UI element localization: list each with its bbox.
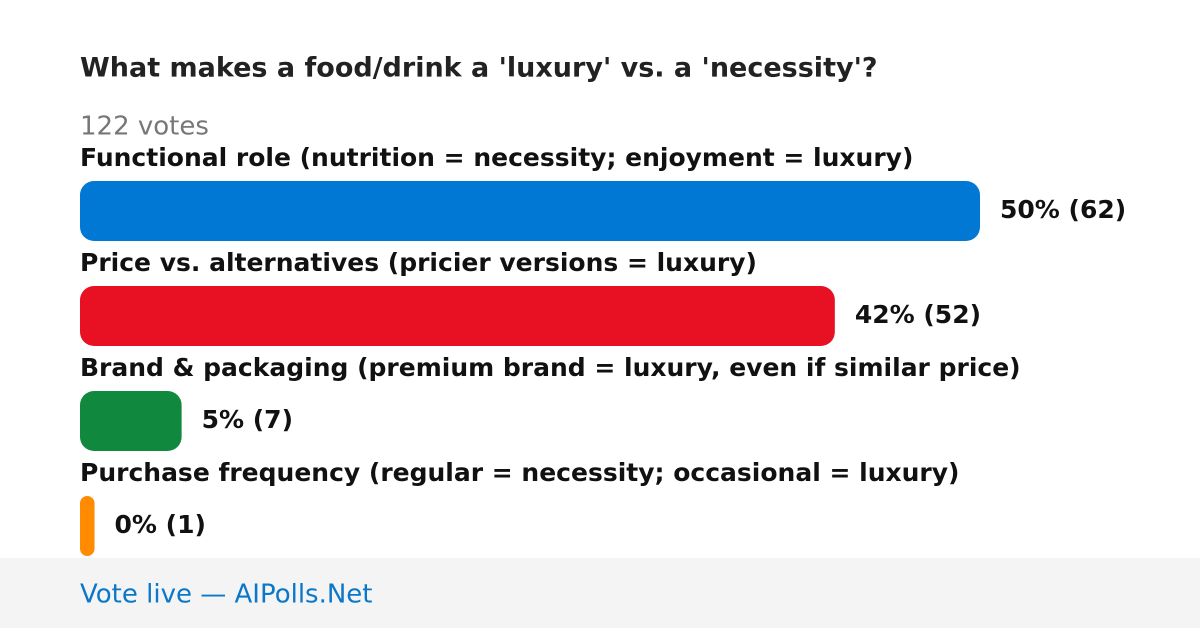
- footer-link[interactable]: Vote live — AIPolls.Net: [80, 580, 373, 610]
- value-label: 42% (52): [855, 300, 981, 329]
- value-label: 0% (1): [115, 510, 206, 539]
- bar: [80, 286, 835, 346]
- value-label: 5% (7): [202, 405, 293, 434]
- option-label: Brand & packaging (premium brand = luxur…: [80, 353, 1021, 382]
- value-label: 50% (62): [1000, 195, 1126, 224]
- vote-count: 122 votes: [80, 112, 209, 142]
- footer-band: [0, 558, 1200, 628]
- bar: [80, 391, 182, 451]
- option-label: Purchase frequency (regular = necessity;…: [80, 458, 959, 487]
- option-label: Price vs. alternatives (pricier versions…: [80, 248, 757, 277]
- bar: [80, 181, 980, 241]
- bar: [80, 496, 95, 556]
- poll-title: What makes a food/drink a 'luxury' vs. a…: [80, 53, 878, 84]
- option-label: Functional role (nutrition = necessity; …: [80, 143, 913, 172]
